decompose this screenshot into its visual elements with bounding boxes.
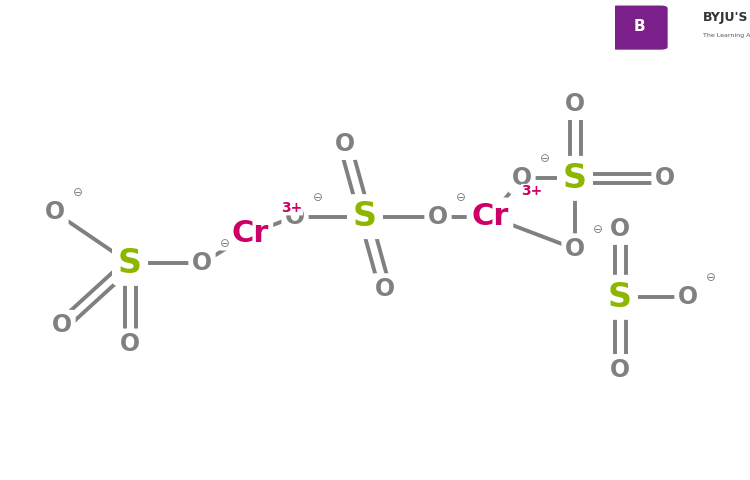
Text: O: O <box>678 285 698 309</box>
Text: ⊖: ⊖ <box>456 191 466 204</box>
Text: O: O <box>375 277 395 301</box>
Text: S: S <box>608 281 632 314</box>
Text: O: O <box>655 167 675 191</box>
Text: O: O <box>428 204 448 228</box>
Text: The Learning App: The Learning App <box>703 34 750 38</box>
Text: Cr: Cr <box>471 202 509 231</box>
Text: O: O <box>285 204 305 228</box>
Text: Cr: Cr <box>231 219 268 248</box>
Text: O: O <box>565 93 585 117</box>
Text: O: O <box>565 237 585 261</box>
Text: O: O <box>120 332 140 356</box>
Text: O: O <box>610 217 630 241</box>
Text: ⊖: ⊖ <box>593 223 603 236</box>
Text: S: S <box>118 247 142 280</box>
Text: O: O <box>335 132 355 156</box>
Text: S: S <box>353 200 377 233</box>
Text: B: B <box>634 19 645 34</box>
Text: O: O <box>192 252 212 276</box>
Text: S: S <box>563 162 587 195</box>
Text: O: O <box>45 200 65 224</box>
Text: O: O <box>512 167 532 191</box>
Text: ⊖: ⊖ <box>73 186 83 199</box>
Text: 3+: 3+ <box>281 201 302 215</box>
Text: O: O <box>52 313 72 337</box>
FancyBboxPatch shape <box>611 5 668 50</box>
Text: ⊖: ⊖ <box>706 271 716 284</box>
Text: ⊖: ⊖ <box>220 237 230 250</box>
Text: CHROMIUM III SULFATE STRUCTURAL FORMULA: CHROMIUM III SULFATE STRUCTURAL FORMULA <box>26 18 544 37</box>
Text: O: O <box>610 358 630 382</box>
Text: BYJU'S: BYJU'S <box>703 11 748 24</box>
Text: 3+: 3+ <box>521 184 542 198</box>
Text: ⊖: ⊖ <box>540 152 550 165</box>
Text: ⊖: ⊖ <box>313 191 323 204</box>
